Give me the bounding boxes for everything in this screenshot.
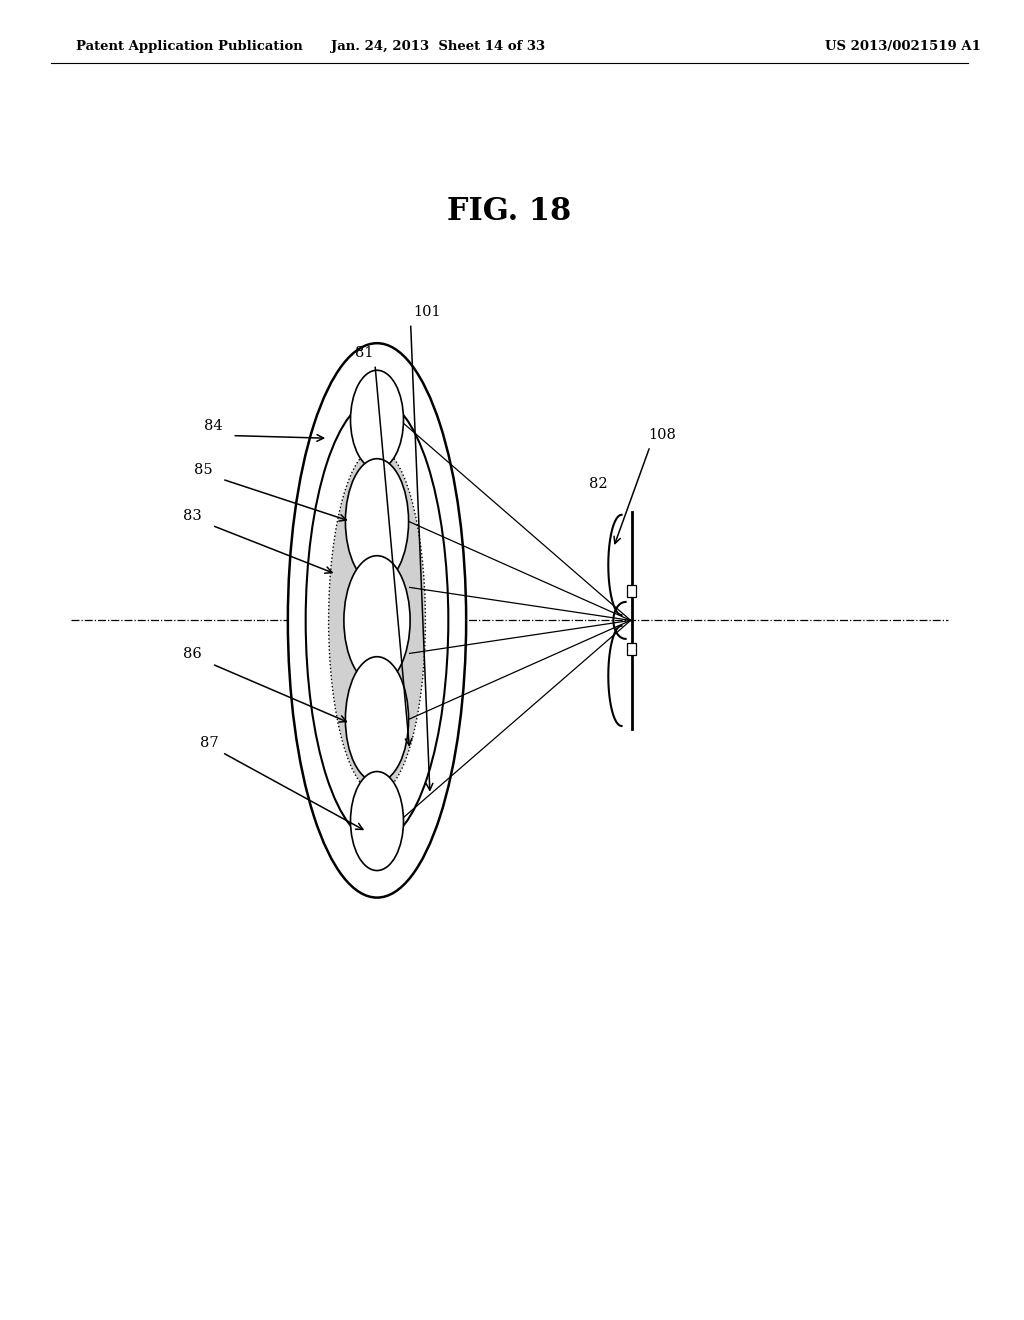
Ellipse shape [345,656,409,781]
Text: 87: 87 [200,735,218,750]
Text: 83: 83 [183,508,202,523]
Text: 108: 108 [648,428,676,442]
Text: 86: 86 [183,647,202,661]
Text: FIG. 18: FIG. 18 [447,195,571,227]
Text: 85: 85 [194,462,212,477]
Ellipse shape [288,343,466,898]
Text: US 2013/0021519 A1: US 2013/0021519 A1 [825,40,981,53]
Ellipse shape [344,556,410,685]
Ellipse shape [329,447,425,793]
Text: 84: 84 [204,418,222,433]
Ellipse shape [345,458,409,583]
Text: Jan. 24, 2013  Sheet 14 of 33: Jan. 24, 2013 Sheet 14 of 33 [331,40,545,53]
Ellipse shape [350,370,403,469]
Text: 82: 82 [589,477,607,491]
Ellipse shape [306,399,449,842]
Text: 81: 81 [354,346,373,360]
Text: Patent Application Publication: Patent Application Publication [77,40,303,53]
Bar [627,585,636,597]
Bar [627,643,636,655]
Text: 101: 101 [414,305,441,319]
Ellipse shape [350,771,403,871]
